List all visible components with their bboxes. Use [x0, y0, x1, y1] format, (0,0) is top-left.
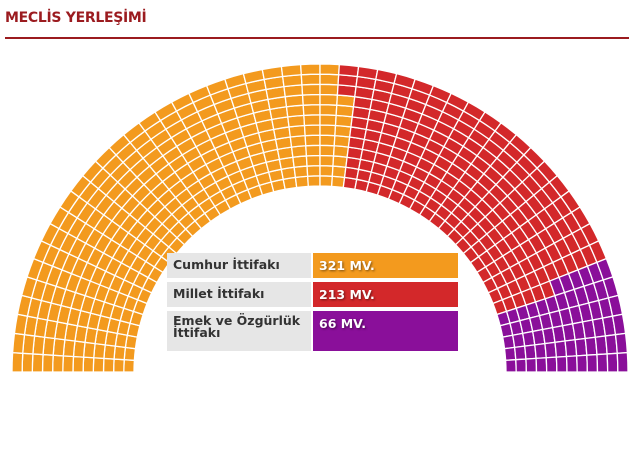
seat [301, 93, 321, 106]
seat [21, 352, 34, 373]
seat [319, 104, 338, 117]
seat [123, 358, 136, 373]
seat [303, 114, 321, 127]
legend-row: Cumhur İttifakı 321 MV. [167, 253, 458, 278]
title-divider [5, 37, 629, 39]
legend-value: 321 MV. [313, 253, 458, 278]
seat [52, 354, 65, 373]
seat [515, 358, 527, 373]
seat [319, 63, 341, 76]
seat [304, 134, 321, 147]
seat [555, 355, 568, 373]
seat [586, 353, 599, 373]
legend: Cumhur İttifakı 321 MV. Millet İttifakı … [167, 253, 458, 355]
seat [306, 165, 321, 177]
seat [305, 154, 321, 167]
seat [338, 63, 360, 78]
seat [503, 346, 517, 362]
seat [41, 353, 54, 373]
seat [302, 104, 321, 117]
legend-label: Emek ve Özgürlük İttifakı [167, 311, 311, 351]
seat [606, 352, 619, 373]
seat [319, 175, 334, 188]
seat [11, 351, 24, 373]
legend-row: Millet İttifakı 213 MV. [167, 282, 458, 307]
seat [102, 357, 115, 373]
seat [611, 313, 627, 336]
seat [319, 114, 337, 127]
seat [331, 165, 347, 179]
seat [303, 124, 321, 137]
seat [535, 357, 548, 373]
seat [305, 144, 321, 157]
seat [292, 155, 308, 169]
seat [616, 351, 629, 373]
legend-row: Emek ve Özgürlük İttifakı 66 MV. [167, 311, 458, 351]
seat [72, 355, 85, 373]
seat [614, 332, 629, 354]
seat [31, 353, 44, 373]
seat [301, 83, 321, 96]
seat [299, 63, 321, 76]
seat [113, 358, 125, 373]
seat [319, 83, 339, 96]
seat [294, 175, 310, 189]
seat [62, 355, 75, 373]
seat [513, 345, 527, 361]
seat [261, 65, 284, 81]
seat [123, 346, 137, 362]
seat [523, 344, 537, 360]
seat [332, 155, 348, 169]
seat [319, 124, 337, 137]
seat [504, 358, 517, 373]
seat [565, 355, 578, 373]
legend-label: Cumhur İttifakı [167, 253, 311, 278]
legend-value: 213 MV. [313, 282, 458, 307]
seat [356, 65, 379, 81]
seat [330, 175, 346, 189]
seat [545, 356, 558, 373]
seat [319, 134, 336, 147]
seat [319, 93, 339, 106]
seat [319, 165, 334, 177]
legend-label: Millet İttifakı [167, 282, 311, 307]
seat [113, 345, 127, 361]
seat [300, 73, 321, 86]
seat [280, 63, 302, 78]
seat [319, 154, 335, 167]
seat [596, 353, 609, 373]
seat [319, 144, 335, 157]
seat [293, 165, 309, 179]
seat [13, 313, 29, 336]
page-title: MECLİS YERLEŞİMİ [5, 10, 147, 26]
seat [306, 175, 321, 188]
seat [82, 356, 95, 373]
seat [319, 73, 340, 86]
seat [92, 357, 105, 373]
seat [103, 344, 117, 360]
seat [11, 332, 26, 354]
seat [575, 354, 588, 373]
legend-value: 66 MV. [313, 311, 458, 351]
seat [525, 357, 538, 373]
